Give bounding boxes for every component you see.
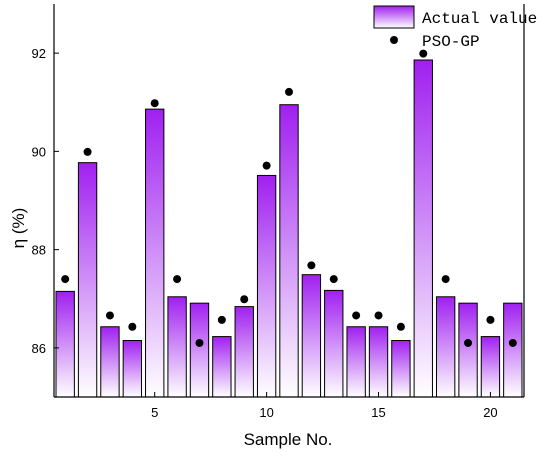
x-axis-title: Sample No. bbox=[244, 430, 333, 449]
bar-sample-8 bbox=[212, 336, 232, 398]
point-sample-16 bbox=[396, 322, 405, 331]
bar-sample-9 bbox=[234, 306, 254, 398]
bar-sample-18 bbox=[435, 296, 456, 398]
point-sample-2 bbox=[83, 147, 92, 156]
point-sample-19 bbox=[464, 338, 473, 347]
point-sample-12 bbox=[307, 261, 316, 270]
bar-sample-6 bbox=[167, 296, 187, 398]
legend-label-actual-value: Actual value bbox=[422, 10, 537, 28]
point-sample-18 bbox=[441, 275, 450, 284]
point-sample-7 bbox=[195, 338, 204, 347]
point-sample-14 bbox=[352, 311, 361, 320]
bar-sample-15 bbox=[368, 326, 389, 398]
point-sample-1 bbox=[61, 275, 70, 284]
bar-sample-21 bbox=[503, 302, 523, 398]
y-tick-label-88: 88 bbox=[32, 243, 46, 258]
x-tick-label-15: 15 bbox=[371, 405, 385, 420]
y-tick-label-90: 90 bbox=[32, 144, 46, 159]
point-sample-11 bbox=[285, 87, 293, 96]
bar-sample-13 bbox=[324, 289, 344, 398]
bar-sample-4 bbox=[122, 340, 143, 398]
point-sample-21 bbox=[508, 338, 517, 347]
y-axis-title: η (%) bbox=[9, 208, 28, 249]
bar-sample-14 bbox=[346, 326, 366, 398]
bar-sample-10 bbox=[256, 174, 277, 398]
point-sample-15 bbox=[374, 311, 383, 320]
point-sample-5 bbox=[150, 99, 159, 108]
legend-marker-pso-gp bbox=[390, 36, 398, 44]
bar-sample-20 bbox=[480, 336, 501, 398]
point-sample-3 bbox=[105, 311, 114, 320]
legend-label-pso-gp: PSO-GP bbox=[422, 33, 480, 51]
x-tick-label-10: 10 bbox=[259, 405, 273, 420]
bar-sample-7 bbox=[189, 302, 210, 398]
x-tick-label-5: 5 bbox=[151, 405, 158, 420]
bar-sample-3 bbox=[100, 326, 120, 398]
y-tick-label-92: 92 bbox=[32, 46, 46, 61]
legend-swatch-actual-value bbox=[373, 5, 415, 29]
point-sample-8 bbox=[217, 315, 226, 324]
bar-sample-12 bbox=[301, 274, 322, 398]
y-tick-label-86: 86 bbox=[32, 341, 46, 356]
bar-sample-2 bbox=[77, 162, 98, 398]
bar-sample-11 bbox=[279, 104, 299, 398]
point-sample-10 bbox=[262, 161, 271, 170]
bar-sample-19 bbox=[458, 302, 478, 398]
point-sample-20 bbox=[486, 315, 495, 324]
bar-sample-17 bbox=[413, 59, 433, 398]
bar-sample-1 bbox=[55, 290, 75, 398]
point-sample-13 bbox=[329, 275, 338, 284]
bar-sample-16 bbox=[391, 340, 411, 398]
point-sample-17 bbox=[419, 49, 428, 58]
point-sample-4 bbox=[128, 322, 137, 331]
legend: Actual value PSO-GP bbox=[373, 5, 537, 51]
point-sample-6 bbox=[173, 275, 182, 284]
point-sample-9 bbox=[240, 295, 249, 304]
x-tick-label-20: 20 bbox=[483, 405, 497, 420]
bar-sample-5 bbox=[145, 108, 165, 398]
